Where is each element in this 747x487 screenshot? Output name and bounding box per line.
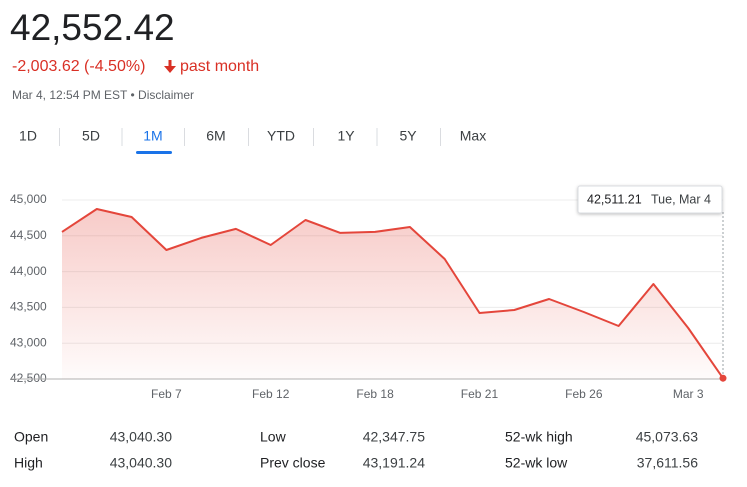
range-tab[interactable]: 5Y (399, 128, 417, 144)
y-tick-label: 44,500 (10, 228, 47, 242)
range-tab[interactable]: Max (460, 128, 486, 144)
change-period: past month (180, 58, 259, 75)
tooltip-date: Tue, Mar 4 (651, 192, 711, 206)
stat-label: Low (260, 429, 287, 445)
y-tick-label: 43,000 (10, 335, 47, 349)
range-tab[interactable]: YTD (267, 128, 295, 144)
y-tick-label: 45,000 (10, 192, 47, 206)
x-tick-label: Feb 18 (356, 387, 394, 401)
price-line (61, 208, 724, 379)
stat-value: 45,073.63 (636, 429, 698, 445)
range-tab[interactable]: 5D (82, 128, 100, 144)
end-point (719, 374, 727, 382)
down-arrow (164, 60, 176, 73)
stat-label: Open (14, 429, 48, 445)
range-tab[interactable]: 1D (19, 128, 37, 144)
x-tick-label: Mar 3 (673, 387, 704, 401)
tooltip-value: 42,511.21 (587, 192, 642, 206)
tab-underline (136, 151, 172, 154)
x-tick-label: Feb 21 (461, 387, 499, 401)
price: 42,552.42 (10, 7, 175, 48)
y-tick-label: 42,500 (10, 371, 47, 385)
stat-value: 43,191.24 (363, 455, 425, 471)
x-tick-label: Feb 12 (252, 387, 290, 401)
x-tick-label: Feb 26 (565, 387, 603, 401)
stat-label: 52-wk high (505, 429, 573, 445)
range-tab[interactable]: 6M (206, 128, 225, 144)
y-tick-label: 43,500 (10, 300, 47, 314)
stat-label: 52-wk low (505, 455, 568, 471)
range-tab[interactable]: 1Y (337, 128, 355, 144)
stat-label: Prev close (260, 455, 326, 471)
price-change: -2,003.62 (-4.50%) (12, 58, 145, 75)
x-tick-label: Feb 7 (151, 387, 182, 401)
stat-value: 37,611.56 (637, 455, 698, 471)
stat-value: 43,040.30 (110, 429, 172, 445)
y-tick-label: 44,000 (10, 264, 47, 278)
range-tab[interactable]: 1M (143, 128, 162, 144)
tooltip-box (577, 185, 723, 214)
area-fill (62, 209, 723, 379)
stat-value: 43,040.30 (110, 455, 172, 471)
timestamp: Mar 4, 12:54 PM EST • Disclaimer (12, 88, 194, 102)
stat-label: High (14, 455, 43, 471)
stat-value: 42,347.75 (363, 429, 425, 445)
